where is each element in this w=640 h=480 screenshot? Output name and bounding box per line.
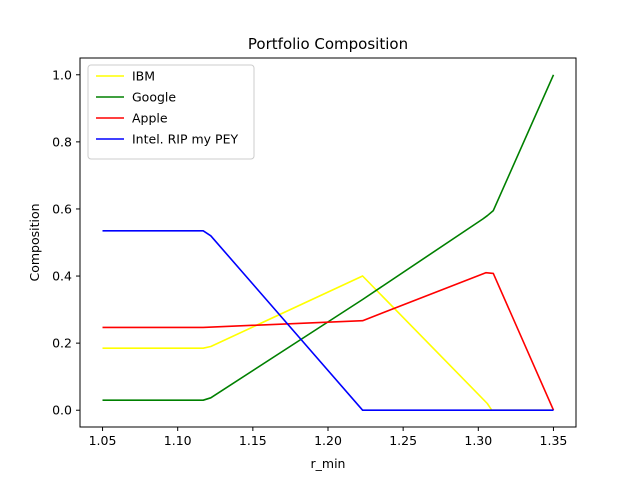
legend-box (87, 64, 255, 160)
y-tick-label: 0.6 (52, 201, 72, 216)
series-group (102, 74, 555, 412)
y-tick-label: 0.8 (52, 134, 72, 149)
x-tick-label: 1.25 (389, 433, 417, 448)
series-line-2 (102, 74, 555, 402)
legend: IBM Google Apple Intel. RIP my PEY (87, 64, 255, 160)
x-axis: 1.05 1.10 1.15 1.20 1.25 1.30 1.35 (89, 427, 568, 448)
legend-label: IBM (132, 69, 155, 84)
x-tick-label: 1.15 (239, 433, 267, 448)
legend-label: Apple (132, 111, 168, 126)
x-tick-label: 1.35 (540, 433, 568, 448)
y-axis: 0.0 0.2 0.4 0.6 0.8 1.0 (52, 67, 80, 418)
series-line-4 (102, 230, 554, 412)
x-axis-label: r_min (311, 456, 346, 471)
chart-title: Portfolio Composition (248, 35, 408, 53)
y-tick-label: 0.2 (52, 336, 72, 351)
series-line-3 (102, 271, 555, 411)
legend-label: Google (132, 90, 176, 105)
x-tick-label: 1.05 (89, 433, 117, 448)
x-tick-label: 1.10 (164, 433, 192, 448)
y-tick-label: 0.4 (52, 269, 72, 284)
y-tick-label: 1.0 (52, 67, 72, 82)
x-tick-label: 1.30 (464, 433, 492, 448)
legend-label: Intel. RIP my PEY (132, 132, 238, 147)
y-tick-label: 0.0 (52, 403, 72, 418)
x-tick-label: 1.20 (314, 433, 342, 448)
y-axis-label: Composition (27, 203, 42, 281)
